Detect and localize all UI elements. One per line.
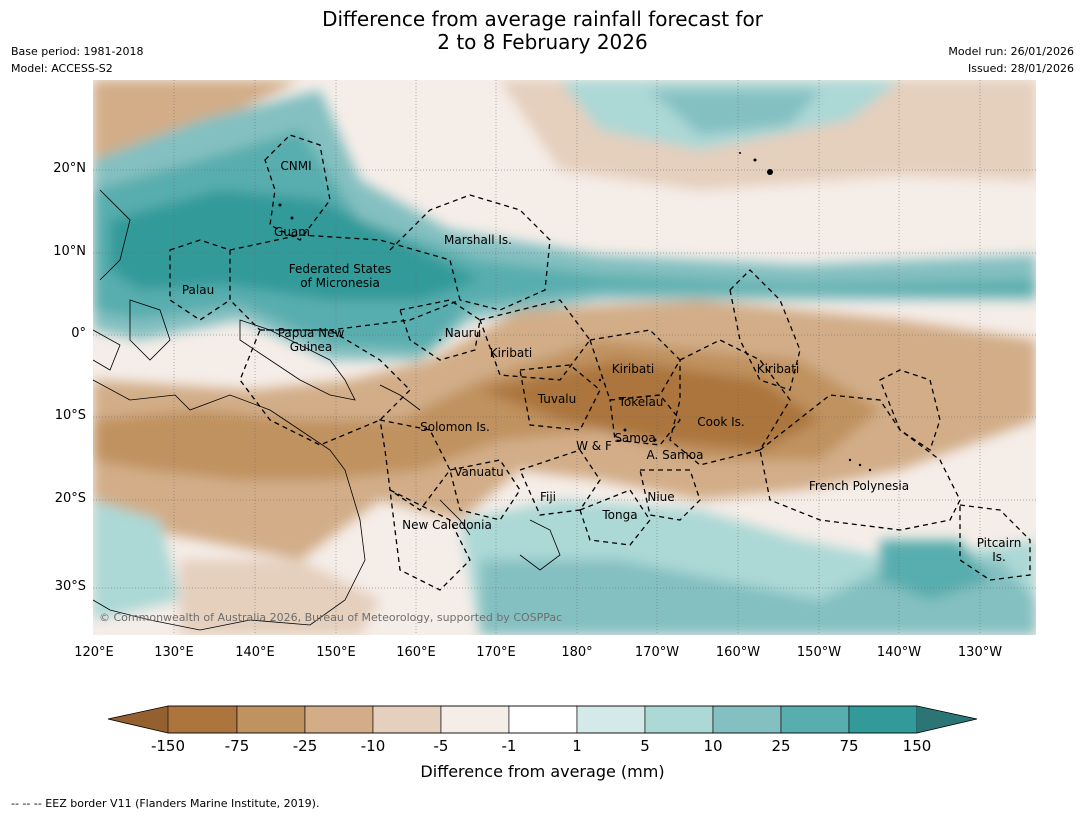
coastlines: [93, 189, 561, 631]
colorbar-tick: -25: [292, 737, 318, 755]
colorbar-segment: [508, 705, 578, 734]
label-french-polynesia: French Polynesia: [809, 479, 909, 493]
lon-label-140w: 140°W: [876, 645, 922, 660]
lon-label-130w: 130°W: [957, 645, 1003, 660]
colorbar-tick: 5: [640, 737, 650, 755]
label-fsm-2: of Micronesia: [300, 276, 380, 290]
lon-label-120e: 120°E: [74, 645, 114, 660]
colorbar-segment: [167, 705, 238, 734]
model-name: Model: ACCESS-S2: [11, 62, 113, 75]
title-line-2: 2 to 8 February 2026: [437, 30, 648, 54]
label-solomon: Solomon Is.: [420, 420, 490, 434]
colorbar-tick: -10: [360, 737, 386, 755]
lon-label-150e: 150°E: [316, 645, 356, 660]
colorbar-title: Difference from average (mm): [420, 762, 665, 781]
colorbar-segment: [440, 705, 510, 734]
lat-label-10s: 10°S: [54, 408, 86, 423]
colorbar-tick: -5: [433, 737, 449, 755]
island-clusters: [278, 152, 872, 472]
label-tuvalu: Tuvalu: [537, 392, 577, 406]
label-png-1: Papua New: [278, 326, 345, 340]
lon-label-170e: 170°E: [476, 645, 516, 660]
lon-label-160e: 160°E: [396, 645, 436, 660]
label-kiribati-east: Kiribati: [757, 362, 799, 376]
label-png-2: Guinea: [290, 340, 333, 354]
anomaly-field: [93, 80, 1036, 635]
lat-label-30s: 30°S: [54, 579, 86, 594]
label-pitcairn-2: Is.: [992, 550, 1006, 564]
colorbar-segment: [372, 705, 442, 734]
lon-label-150w: 150°W: [796, 645, 842, 660]
label-palau: Palau: [182, 283, 214, 297]
lon-label-170w: 170°W: [634, 645, 680, 660]
label-fiji: Fiji: [540, 490, 556, 504]
label-niue: Niue: [647, 490, 674, 504]
label-wf: W & F: [576, 439, 612, 453]
lon-label-160w: 160°W: [715, 645, 761, 660]
title-line-1: Difference from average rainfall forecas…: [322, 7, 763, 31]
colorbar-segment: [780, 705, 850, 734]
copyright-notice: © Commonwealth of Australia 2026, Bureau…: [99, 611, 562, 624]
label-cnmi: CNMI: [280, 159, 311, 173]
lon-label-130e: 130°E: [154, 645, 194, 660]
colorbar-tick: -150: [150, 737, 186, 755]
label-american-samoa: A. Samoa: [647, 448, 704, 462]
label-kiribati-central: Kiribati: [612, 362, 654, 376]
colorbar: [107, 705, 978, 734]
colorbar-extend-high: [917, 706, 977, 733]
colorbar-segment: [644, 705, 714, 734]
graticule: [93, 80, 1036, 635]
eez-border-note: -- -- -- EEZ border V11 (Flanders Marine…: [11, 797, 320, 810]
label-fsm-1: Federated States: [289, 262, 391, 276]
meta-left: Base period: 1981-2018 Model: ACCESS-S2: [11, 43, 143, 77]
colorbar-tick: 10: [703, 737, 723, 755]
label-kiribati-west: Kiribati: [490, 346, 532, 360]
colorbar-segment: [848, 705, 918, 734]
label-marshall: Marshall Is.: [444, 233, 512, 247]
colorbar-tick: 25: [771, 737, 791, 755]
lat-label-0: 0°: [71, 326, 86, 341]
eez-borders: [169, 134, 1031, 591]
label-cook: Cook Is.: [697, 415, 744, 429]
lon-label-180: 180°: [561, 645, 593, 660]
colorbar-segment: [304, 705, 374, 734]
lat-label-20s: 20°S: [54, 491, 86, 506]
lon-label-140e: 140°E: [235, 645, 275, 660]
label-samoa: Samoa: [614, 431, 655, 445]
colorbar-segment: [712, 705, 782, 734]
colorbar-segment: [576, 705, 646, 734]
meta-right: Model run: 26/01/2026 Issued: 28/01/2026: [948, 43, 1074, 77]
colorbar-tick: 150: [902, 737, 932, 755]
colorbar-tick: 75: [839, 737, 859, 755]
label-nauru: Nauru: [445, 326, 481, 340]
place-labels: CNMI Guam Marshall Is. Federated States …: [99, 159, 1021, 624]
base-period: Base period: 1981-2018: [11, 45, 144, 58]
label-new-caledonia: New Caledonia: [402, 518, 492, 532]
label-pitcairn-1: Pitcairn: [977, 536, 1022, 550]
label-tokelau: Tokelau: [618, 395, 664, 409]
colorbar-segment: [236, 705, 306, 734]
colorbar-tick: -75: [224, 737, 250, 755]
colorbar-tick: 1: [572, 737, 582, 755]
colorbar-extend-low: [108, 706, 168, 733]
lat-label-10n: 10°N: [53, 244, 86, 259]
label-tonga: Tonga: [601, 508, 637, 522]
issued-date: Issued: 28/01/2026: [967, 62, 1074, 75]
model-run: Model run: 26/01/2026: [948, 45, 1074, 58]
label-guam: Guam: [274, 225, 310, 239]
colorbar-tick: -1: [501, 737, 517, 755]
anomaly-shading: [93, 80, 1036, 635]
lat-label-20n: 20°N: [53, 161, 86, 176]
label-vanuatu: Vanuatu: [454, 465, 504, 479]
